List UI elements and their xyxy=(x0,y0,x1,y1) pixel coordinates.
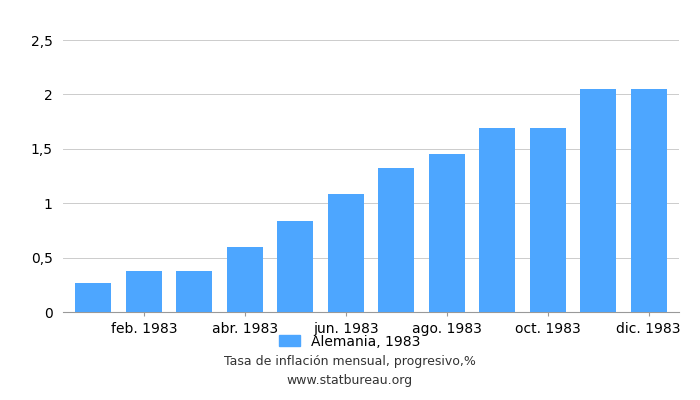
Bar xyxy=(479,128,515,312)
Bar xyxy=(580,89,617,312)
Bar xyxy=(328,194,364,312)
Text: www.statbureau.org: www.statbureau.org xyxy=(287,374,413,387)
Bar xyxy=(125,271,162,312)
Bar xyxy=(529,128,566,312)
Bar xyxy=(227,247,263,312)
Text: Tasa de inflación mensual, progresivo,%: Tasa de inflación mensual, progresivo,% xyxy=(224,356,476,368)
Bar xyxy=(631,89,667,312)
Legend: Alemania, 1983: Alemania, 1983 xyxy=(274,329,426,354)
Bar xyxy=(176,271,213,312)
Bar xyxy=(75,283,111,312)
Bar xyxy=(277,221,314,312)
Bar xyxy=(378,168,414,312)
Bar xyxy=(428,154,465,312)
